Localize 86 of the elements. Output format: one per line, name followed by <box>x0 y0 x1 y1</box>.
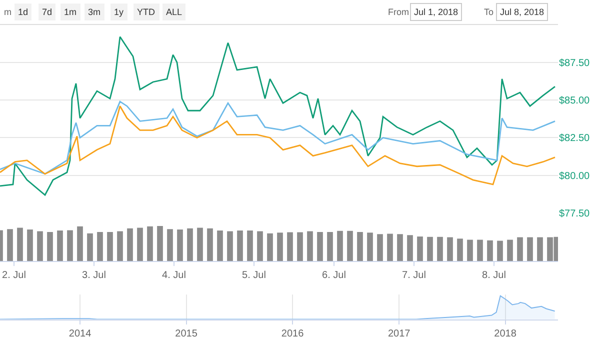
bar <box>117 231 123 262</box>
text: 7d <box>42 7 52 17</box>
bar <box>297 232 303 262</box>
x-tick-label: 5. Jul <box>242 270 266 282</box>
bar <box>37 231 43 262</box>
bar <box>237 230 243 262</box>
text: 1d <box>18 7 28 17</box>
bar <box>447 237 453 262</box>
bar <box>387 234 393 262</box>
bar <box>267 233 273 262</box>
bar <box>467 240 473 262</box>
bar <box>227 231 233 262</box>
bar <box>27 229 33 262</box>
bar <box>417 236 423 262</box>
bar <box>207 228 213 262</box>
text: To <box>484 7 494 17</box>
bar <box>67 230 73 262</box>
bar <box>147 226 153 262</box>
bar <box>177 229 183 262</box>
bar <box>437 236 443 262</box>
bar <box>287 232 293 262</box>
text: m <box>4 7 12 17</box>
y-tick-label: $77.50 <box>559 208 590 220</box>
bar <box>97 232 103 262</box>
x-tick-label: 2017 <box>388 328 411 340</box>
line-series <box>0 100 556 175</box>
bar <box>477 240 483 262</box>
bar <box>367 232 373 262</box>
text: Jul 1, 2018 <box>414 7 458 17</box>
y-tick-label: $85.00 <box>559 96 590 107</box>
x-tick-label: 7. Jul <box>402 270 426 282</box>
text: ALL <box>166 7 182 17</box>
bar <box>357 232 363 262</box>
text: Jul 8, 2018 <box>500 7 544 17</box>
text: 1y <box>114 7 124 17</box>
bar <box>497 240 503 262</box>
bar <box>167 229 173 262</box>
bar <box>537 237 543 262</box>
bar <box>327 232 333 262</box>
bar <box>197 228 203 262</box>
bar <box>217 230 223 262</box>
x-tick-label: 2018 <box>494 328 517 340</box>
bar <box>427 236 433 262</box>
bar <box>127 228 133 262</box>
text: 3m <box>88 7 101 17</box>
bar <box>337 230 343 262</box>
x-tick-label: 2. Jul <box>2 270 26 282</box>
x-tick-label: 2014 <box>68 328 92 340</box>
x-tick-label: 8. Jul <box>482 270 506 282</box>
bar <box>157 226 163 262</box>
bar <box>507 240 513 262</box>
bar <box>107 232 113 262</box>
bar <box>397 234 403 262</box>
bar <box>527 237 533 262</box>
bar <box>77 226 83 262</box>
bar <box>517 237 523 262</box>
bar <box>247 230 253 262</box>
bar <box>377 234 383 262</box>
bar <box>47 232 53 262</box>
y-tick-label: $87.50 <box>559 58 590 69</box>
bar <box>277 232 283 262</box>
line-series <box>0 36 556 196</box>
bar <box>57 230 63 262</box>
bar <box>457 238 463 262</box>
bar <box>347 230 353 262</box>
x-tick-label: 3. Jul <box>82 270 106 282</box>
bar <box>137 228 143 262</box>
x-tick-label: 6. Jul <box>322 270 346 282</box>
bar <box>307 231 313 262</box>
bar <box>317 232 323 262</box>
bar <box>257 231 263 262</box>
bar <box>17 228 23 262</box>
y-tick-label: $80.00 <box>559 170 590 182</box>
text: YTD <box>137 7 156 17</box>
text: 1m <box>64 7 77 17</box>
line-series <box>0 105 556 186</box>
x-tick-label: 4. Jul <box>162 270 186 282</box>
bar <box>487 240 493 262</box>
bar <box>407 235 413 262</box>
bar <box>7 229 13 262</box>
x-tick-label: 2016 <box>281 328 304 340</box>
x-tick-label: 2015 <box>175 328 198 340</box>
text: From <box>388 7 409 17</box>
bar <box>187 228 193 262</box>
bar <box>87 233 93 262</box>
y-tick-label: $82.50 <box>559 133 590 144</box>
